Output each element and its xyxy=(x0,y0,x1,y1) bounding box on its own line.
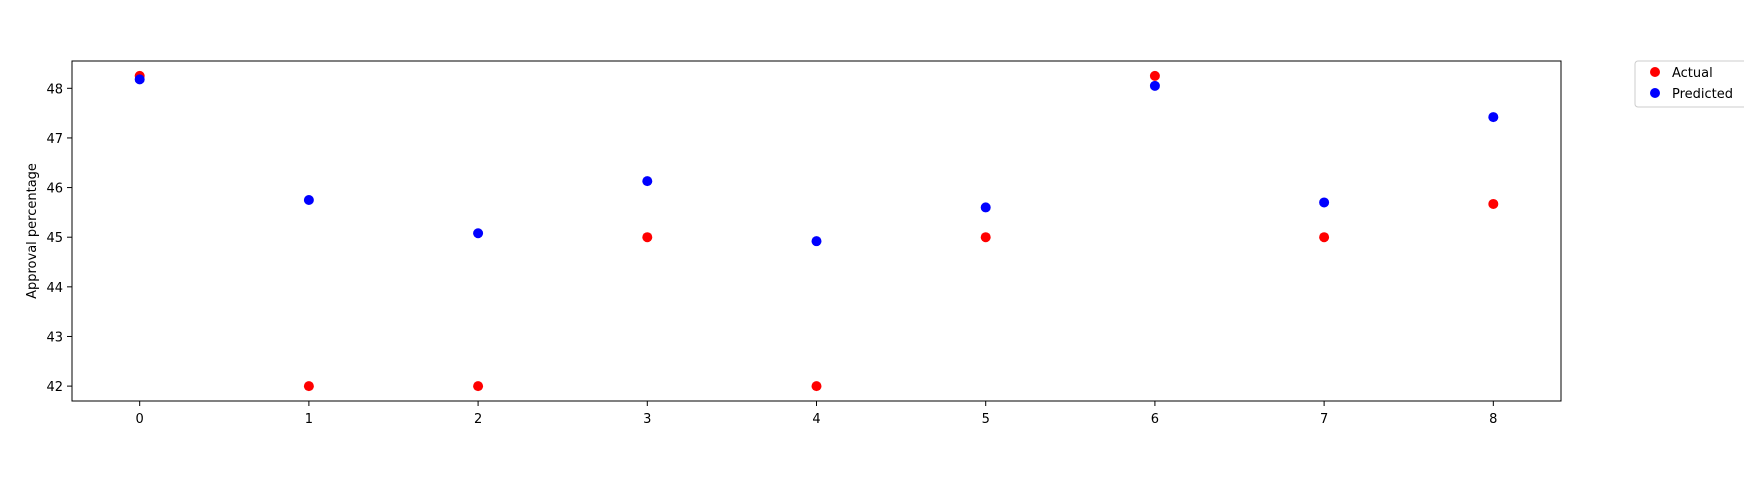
legend-label-actual: Actual xyxy=(1672,66,1713,81)
x-axis-ticks: 0 1 2 3 4 5 6 7 8 xyxy=(136,401,1497,427)
point-actual xyxy=(980,232,991,243)
x-tick-label: 2 xyxy=(474,412,482,427)
y-tick-label: 44 xyxy=(46,281,63,296)
x-tick-label: 4 xyxy=(812,412,820,427)
legend: Actual Predicted xyxy=(1634,60,1744,108)
legend-box xyxy=(1634,60,1744,108)
point-actual xyxy=(303,381,314,392)
point-predicted xyxy=(811,236,822,247)
legend-marker-actual xyxy=(1650,67,1660,77)
point-predicted xyxy=(980,202,991,213)
point-predicted xyxy=(642,176,653,187)
y-tick-label: 48 xyxy=(46,82,63,97)
plot-area xyxy=(71,60,1562,402)
point-predicted xyxy=(1149,80,1160,91)
x-tick-label: 0 xyxy=(136,412,144,427)
x-tick-label: 1 xyxy=(305,412,313,427)
point-predicted xyxy=(1488,112,1499,123)
point-actual xyxy=(1319,232,1330,243)
point-predicted xyxy=(303,194,314,205)
y-tick-label: 45 xyxy=(46,231,63,246)
point-actual xyxy=(642,232,653,243)
point-actual xyxy=(473,381,484,392)
point-predicted xyxy=(473,228,484,239)
legend-marker-predicted xyxy=(1650,88,1660,98)
y-tick-label: 47 xyxy=(46,132,63,147)
y-tick-label: 43 xyxy=(46,330,63,345)
y-axis-ticks: 42 43 44 45 46 47 48 xyxy=(46,82,72,395)
x-tick-label: 3 xyxy=(643,412,651,427)
point-actual xyxy=(1488,198,1499,209)
data-points xyxy=(134,70,1499,392)
y-tick-label: 42 xyxy=(46,380,63,395)
point-predicted xyxy=(1319,197,1330,208)
x-tick-label: 8 xyxy=(1489,412,1497,427)
point-actual xyxy=(811,381,822,392)
point-actual xyxy=(1149,70,1160,81)
legend-label-predicted: Predicted xyxy=(1672,87,1733,102)
point-predicted xyxy=(134,74,145,85)
y-tick-label: 46 xyxy=(46,182,63,197)
x-tick-label: 5 xyxy=(982,412,990,427)
x-tick-label: 6 xyxy=(1151,412,1159,427)
y-axis-label: Approval percentage xyxy=(25,163,40,299)
x-tick-label: 7 xyxy=(1320,412,1328,427)
